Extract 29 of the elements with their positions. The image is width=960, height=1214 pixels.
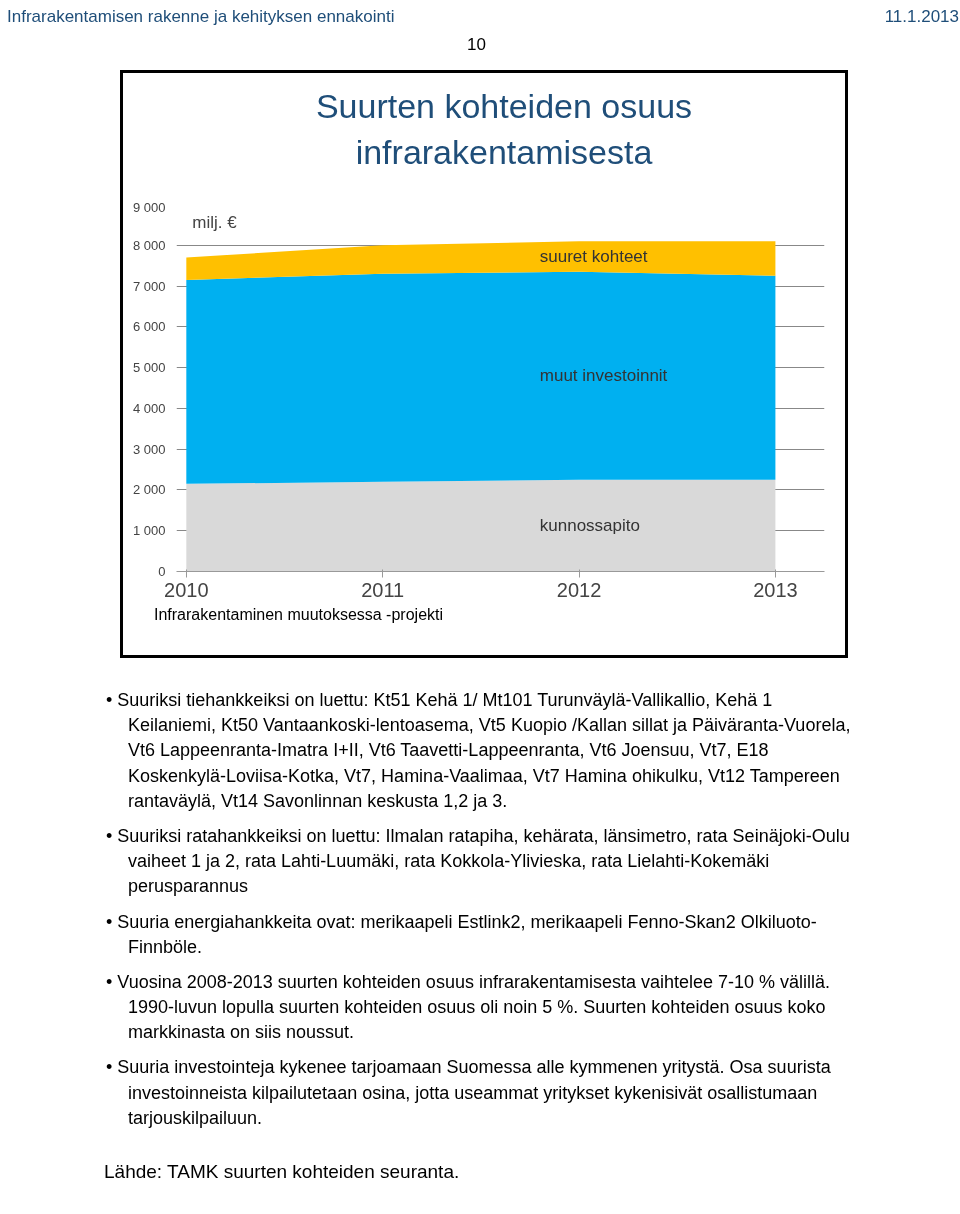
y-tick-label: 9 000 xyxy=(132,199,166,215)
x-tick-label: 2011 xyxy=(361,578,405,601)
series-label: suuret kohteet xyxy=(539,246,648,266)
y-tick-label: 0 xyxy=(158,564,166,579)
text: Infrarakentamisen rakenne ja kehityksen ennakointi xyxy=(7,6,395,28)
x-tick-label: 2010 xyxy=(164,578,209,601)
text: Infrarakentaminen muutoksessa -projekti xyxy=(154,605,444,625)
text: Lähde: TAMK suurten kohteiden seuranta. xyxy=(104,1160,460,1184)
y-tick-label: 7 000 xyxy=(132,278,166,294)
text: • Suuriksi ratahankkeiksi on luettu: Ilmalan ratapiha, kehärata, länsimetro, rata Seinäjoki-Oulu vaiheet 1 ja 2, rata Lahti-Luumäki, rata Kokkola-Ylivieska, rata Lielahti-Kokemäki perusparannus xyxy=(106,824,851,899)
y-tick-label: 5 000 xyxy=(132,360,166,376)
series-label: muut investoinnit xyxy=(539,366,668,386)
y-axis-title: milj. € xyxy=(192,212,238,232)
text: • Suuriksi tiehankkeiksi on luettu: Kt51 Kehä 1/ Mt101 Turunväylä-Vallikallio, Kehä 1 Keilaniemi, Kt50 Vantaankoski-lentoasema, Vt5 Kuopio /Kallan sillat ja Päiväranta-Vuorela, Vt6 Lappeenranta-Imatra I+II, Vt6 Taavetti-Lappeenranta, Vt6 Joensuu, Vt7, E18 Koskenkylä-Loviisa-Kotka, Vt7, Hamina-Vaalimaa, Vt7 Hamina ohikulku, Vt12 Tampereen rantaväylä, Vt14 Savonlinnan keskusta 1,2 ja 3. xyxy=(106,689,852,813)
text: 10 xyxy=(467,34,486,56)
y-tick-label: 6 000 xyxy=(132,319,166,335)
text: • Suuria energiahankkeita ovat: merikaapeli Estlink2, merikaapeli Fenno-Skan2 Olkiluoto-Finnböle. xyxy=(106,910,818,959)
y-tick-label: 4 000 xyxy=(132,400,166,416)
y-tick-label: 2 000 xyxy=(132,482,166,498)
x-tick-label: 2012 xyxy=(556,578,602,601)
y-tick-label: 1 000 xyxy=(132,523,166,539)
x-tick-label: 2013 xyxy=(753,578,798,601)
text: 11.1.2013 xyxy=(884,6,959,28)
y-tick-label: 3 000 xyxy=(132,441,166,457)
chart-title: Suurten kohteiden osuus infrarakentamisesta xyxy=(314,86,694,173)
text: • Suuria investointeja kykenee tarjoamaan Suomessa alle kymmenen yritystä. Osa suurista investoinneista kilpailutetaan osina, jotta useammat yritykset kykenisivät osallistumaan tarjouskilpailuun. xyxy=(106,1056,832,1130)
series-label: kunnossapito xyxy=(539,516,640,536)
text: • Vuosina 2008-2013 suurten kohteiden osuus infrarakentamisesta vaihtelee 7-10 % välillä. 1990-luvun lopulla suurten kohteiden osuus oli noin 5 %. Suurten kohteiden osuus koko markkinasta on siis noussut. xyxy=(106,970,832,1045)
y-tick-label: 8 000 xyxy=(132,237,166,253)
